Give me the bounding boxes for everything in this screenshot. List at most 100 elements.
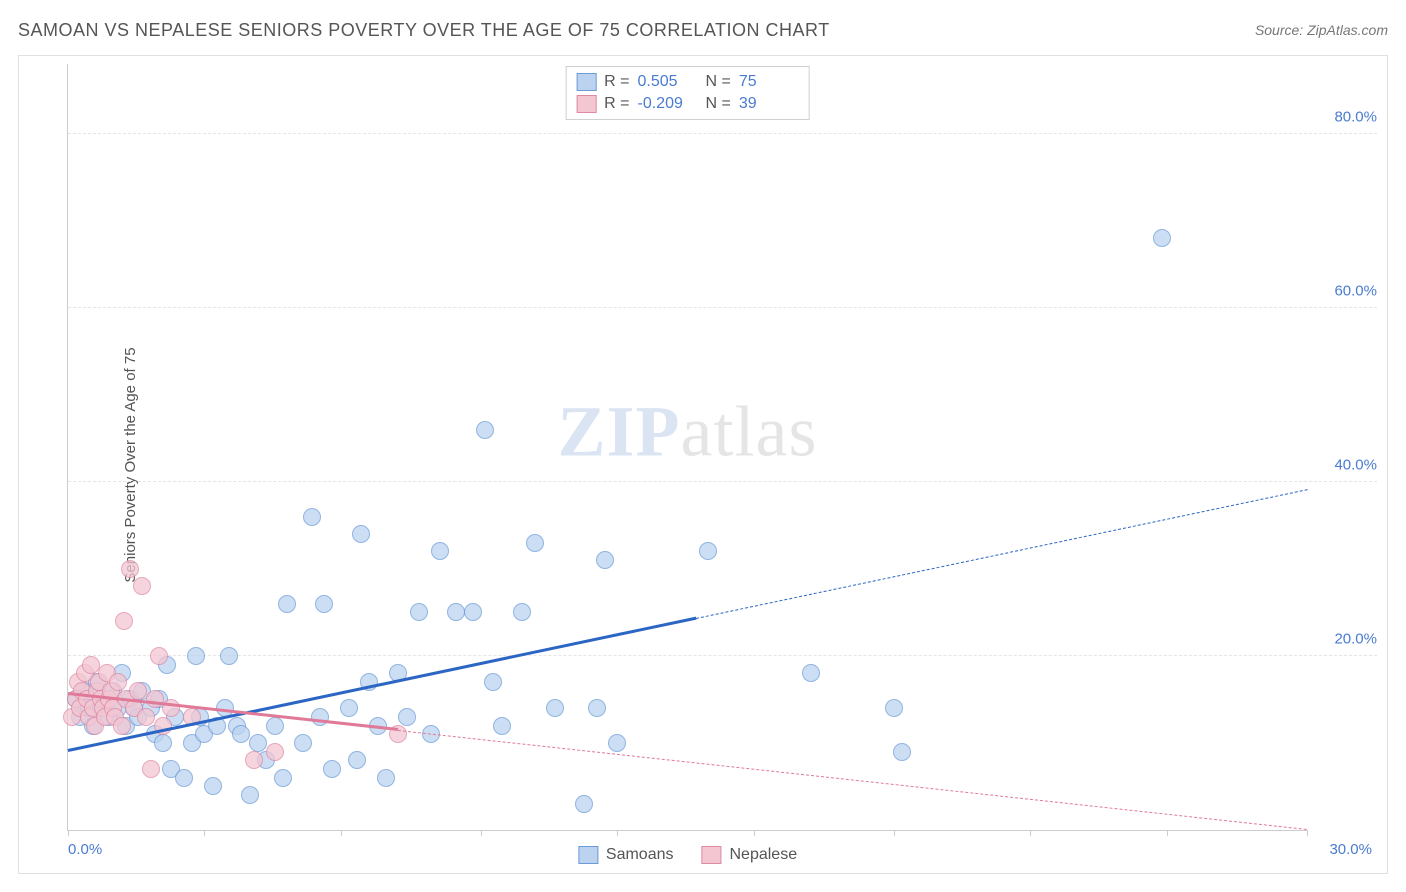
r-label: R = xyxy=(604,95,629,113)
scatter-point xyxy=(377,769,395,787)
gridline xyxy=(68,307,1377,308)
scatter-point xyxy=(278,595,296,613)
scatter-point xyxy=(220,647,238,665)
scatter-point xyxy=(447,603,465,621)
scatter-point xyxy=(699,542,717,560)
scatter-point xyxy=(352,525,370,543)
x-tick-mark xyxy=(894,830,895,836)
scatter-point xyxy=(588,699,606,717)
stats-legend: R = 0.505 N = 75 R = -0.209 N = 39 xyxy=(565,66,810,120)
x-tick-mark xyxy=(617,830,618,836)
x-tick-mark xyxy=(1307,830,1308,836)
scatter-point xyxy=(546,699,564,717)
legend-swatch-icon xyxy=(576,73,596,91)
scatter-point xyxy=(82,656,100,674)
n-label: N = xyxy=(706,95,731,113)
y-tick-label: 40.0% xyxy=(1317,456,1377,473)
scatter-point xyxy=(274,769,292,787)
scatter-point xyxy=(575,795,593,813)
watermark-zip: ZIP xyxy=(558,391,681,471)
x-tick-mark xyxy=(1030,830,1031,836)
scatter-point xyxy=(608,734,626,752)
stats-legend-row: R = -0.209 N = 39 xyxy=(576,93,799,115)
scatter-point xyxy=(249,734,267,752)
scatter-point xyxy=(596,551,614,569)
x-tick-mark xyxy=(204,830,205,836)
x-tick-mark xyxy=(481,830,482,836)
series-legend-item: Nepalese xyxy=(701,846,797,864)
x-tick-mark xyxy=(1167,830,1168,836)
scatter-point xyxy=(464,603,482,621)
scatter-point xyxy=(245,751,263,769)
scatter-point xyxy=(893,743,911,761)
scatter-point xyxy=(115,612,133,630)
scatter-point xyxy=(266,717,284,735)
scatter-point xyxy=(513,603,531,621)
y-tick-label: 60.0% xyxy=(1317,282,1377,299)
scatter-point xyxy=(323,760,341,778)
trend-line xyxy=(696,490,1307,620)
chart-container: Seniors Poverty Over the Age of 75 ZIPat… xyxy=(18,55,1388,874)
gridline xyxy=(68,655,1377,656)
scatter-point xyxy=(129,682,147,700)
scatter-point xyxy=(142,760,160,778)
y-tick-label: 20.0% xyxy=(1317,630,1377,647)
scatter-point xyxy=(348,751,366,769)
x-tick-label: 0.0% xyxy=(68,841,102,858)
series-legend-label: Nepalese xyxy=(729,846,797,864)
scatter-point xyxy=(1153,229,1171,247)
x-tick-mark xyxy=(341,830,342,836)
scatter-point xyxy=(121,560,139,578)
scatter-point xyxy=(294,734,312,752)
plot-area: ZIPatlas R = 0.505 N = 75 R = -0.209 N =… xyxy=(67,64,1307,831)
stats-legend-row: R = 0.505 N = 75 xyxy=(576,71,799,93)
x-tick-label: 30.0% xyxy=(1329,841,1372,858)
scatter-point xyxy=(526,534,544,552)
r-value: -0.209 xyxy=(638,95,698,113)
legend-swatch-icon xyxy=(576,95,596,113)
scatter-point xyxy=(133,577,151,595)
scatter-point xyxy=(154,734,172,752)
gridline xyxy=(68,133,1377,134)
scatter-point xyxy=(484,673,502,691)
series-legend-label: Samoans xyxy=(606,846,674,864)
chart-title: SAMOAN VS NEPALESE SENIORS POVERTY OVER … xyxy=(18,20,830,40)
legend-swatch-icon xyxy=(701,846,721,864)
scatter-point xyxy=(303,508,321,526)
x-tick-mark xyxy=(754,830,755,836)
scatter-point xyxy=(241,786,259,804)
scatter-point xyxy=(885,699,903,717)
scatter-point xyxy=(493,717,511,735)
scatter-point xyxy=(431,542,449,560)
scatter-point xyxy=(109,673,127,691)
n-value: 39 xyxy=(739,95,799,113)
n-label: N = xyxy=(706,73,731,91)
chart-header: SAMOAN VS NEPALESE SENIORS POVERTY OVER … xyxy=(18,20,1388,50)
scatter-point xyxy=(476,421,494,439)
scatter-point xyxy=(113,717,131,735)
r-value: 0.505 xyxy=(638,73,698,91)
scatter-point xyxy=(232,725,250,743)
scatter-point xyxy=(266,743,284,761)
scatter-point xyxy=(175,769,193,787)
x-tick-mark xyxy=(68,830,69,836)
chart-source: Source: ZipAtlas.com xyxy=(1255,22,1388,38)
watermark: ZIPatlas xyxy=(558,390,818,473)
scatter-point xyxy=(204,777,222,795)
scatter-point xyxy=(315,595,333,613)
scatter-point xyxy=(150,647,168,665)
scatter-point xyxy=(802,664,820,682)
legend-swatch-icon xyxy=(578,846,598,864)
y-tick-label: 80.0% xyxy=(1317,108,1377,125)
scatter-point xyxy=(146,690,164,708)
watermark-atlas: atlas xyxy=(681,391,818,471)
scatter-point xyxy=(398,708,416,726)
r-label: R = xyxy=(604,73,629,91)
scatter-point xyxy=(410,603,428,621)
trend-line xyxy=(398,730,1307,830)
n-value: 75 xyxy=(739,73,799,91)
gridline xyxy=(68,481,1377,482)
scatter-point xyxy=(340,699,358,717)
scatter-point xyxy=(187,647,205,665)
series-legend-item: Samoans xyxy=(578,846,674,864)
